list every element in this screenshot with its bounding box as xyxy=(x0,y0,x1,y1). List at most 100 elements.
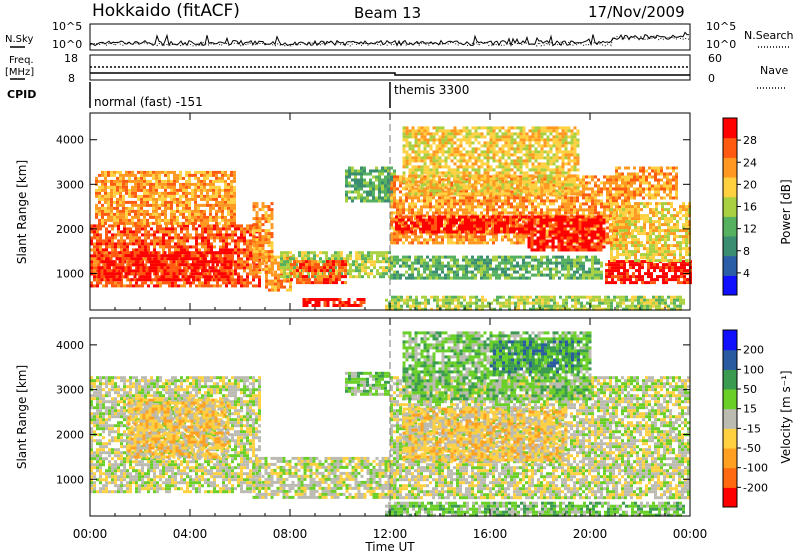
heatmap-cell xyxy=(233,191,236,195)
heatmap-cell xyxy=(231,233,234,237)
heatmap-cell xyxy=(413,221,416,225)
heatmap-cell xyxy=(267,205,271,209)
heatmap-cell xyxy=(162,281,165,285)
heatmap-cell xyxy=(434,224,437,228)
heatmap-cell xyxy=(401,227,404,231)
heatmap-cell xyxy=(268,282,271,286)
heatmap-cell xyxy=(536,245,540,249)
heatmap-cell xyxy=(530,224,534,228)
heatmap-cell xyxy=(501,208,504,212)
heatmap-cell xyxy=(536,239,540,243)
heatmap-cell xyxy=(302,304,306,307)
heatmap-cell xyxy=(214,275,218,279)
heatmap-cell xyxy=(233,218,236,222)
heatmap-cell xyxy=(176,197,179,201)
heatmap-cell xyxy=(435,180,439,184)
heatmap-cell xyxy=(207,284,210,288)
heatmap-cell xyxy=(543,202,546,206)
heatmap-cell xyxy=(182,215,185,219)
heatmap-cell xyxy=(429,132,433,136)
heatmap-cell xyxy=(228,233,231,237)
heatmap-cell xyxy=(527,215,531,219)
heatmap-cell xyxy=(225,227,228,231)
heatmap-cell xyxy=(293,272,296,276)
heatmap-cell xyxy=(530,233,534,237)
heatmap-cell xyxy=(99,227,102,231)
heatmap-cell xyxy=(249,242,252,246)
heatmap-cell xyxy=(157,269,161,273)
heatmap-cell xyxy=(230,221,233,225)
heatmap-cell xyxy=(548,224,552,228)
heatmap-cell xyxy=(510,196,513,200)
heatmap-cell xyxy=(305,301,309,304)
heatmap-cell xyxy=(207,233,210,237)
heatmap-cell xyxy=(105,236,108,240)
heatmap-cell xyxy=(189,245,192,249)
heatmap-cell xyxy=(411,144,415,148)
heatmap-cell xyxy=(311,304,315,307)
heatmap-cell xyxy=(221,218,224,222)
heatmap-cell xyxy=(290,266,293,270)
heatmap-cell xyxy=(370,260,373,264)
heatmap-cell xyxy=(402,235,405,239)
heatmap-cell xyxy=(606,232,609,236)
heatmap-cell xyxy=(267,238,271,242)
heatmap-cell xyxy=(362,301,366,304)
heatmap-cell xyxy=(347,298,351,301)
heatmap-cell xyxy=(554,236,558,240)
heatmap-cell xyxy=(154,269,158,273)
heatmap-cell xyxy=(243,239,246,243)
heatmap-cell xyxy=(569,218,573,222)
heatmap-cell xyxy=(396,235,399,239)
heatmap-cell xyxy=(525,190,528,194)
heatmap-cell xyxy=(361,257,364,261)
heatmap-cell xyxy=(530,239,534,243)
heatmap-cell xyxy=(234,230,237,234)
heatmap-cell xyxy=(237,239,240,243)
heatmap-cell xyxy=(221,188,224,192)
heatmap-cell xyxy=(145,266,149,270)
heatmap-cell xyxy=(119,179,122,183)
heatmap-cell xyxy=(201,224,204,228)
heatmap-cell xyxy=(237,227,240,231)
heatmap-cell xyxy=(93,230,96,234)
heatmap-cell xyxy=(560,245,564,249)
heatmap-cell xyxy=(265,270,268,274)
heatmap-cell xyxy=(255,241,259,245)
heatmap-cell xyxy=(129,227,132,231)
heatmap-cell xyxy=(420,138,424,142)
heatmap-cell xyxy=(548,239,552,243)
heatmap-cell xyxy=(560,227,564,231)
heatmap-cell xyxy=(170,203,173,207)
heatmap-cell xyxy=(132,284,135,288)
heatmap-cell xyxy=(584,236,588,240)
heatmap-cell xyxy=(453,205,456,209)
heatmap-cell xyxy=(308,266,311,270)
heatmap-cell xyxy=(243,227,246,231)
heatmap-cell xyxy=(353,301,357,304)
heatmap-cell xyxy=(215,215,218,219)
heatmap-cell xyxy=(326,260,329,264)
heatmap-cell xyxy=(197,182,200,186)
heatmap-cell xyxy=(545,224,549,228)
heatmap-cell xyxy=(122,221,125,225)
heatmap-cell xyxy=(402,211,405,215)
heatmap-cell xyxy=(600,190,603,194)
heatmap-cell xyxy=(203,197,206,201)
heatmap-cell xyxy=(160,272,164,276)
heatmap-cell xyxy=(404,215,407,219)
heatmap-cell xyxy=(121,275,125,279)
heatmap-cell xyxy=(90,236,93,240)
heatmap-cell xyxy=(265,267,268,271)
heatmap-cell xyxy=(615,229,618,233)
heatmap-cell xyxy=(132,230,135,234)
heatmap-cell xyxy=(218,179,221,183)
heatmap-cell xyxy=(217,278,221,282)
heatmap-cell xyxy=(182,209,185,213)
heatmap-cell xyxy=(542,248,546,252)
heatmap-cell xyxy=(153,236,156,240)
heatmap-cell xyxy=(131,203,134,207)
heatmap-cell xyxy=(268,264,271,268)
heatmap-cell xyxy=(101,206,104,210)
heatmap-cell xyxy=(123,233,126,237)
